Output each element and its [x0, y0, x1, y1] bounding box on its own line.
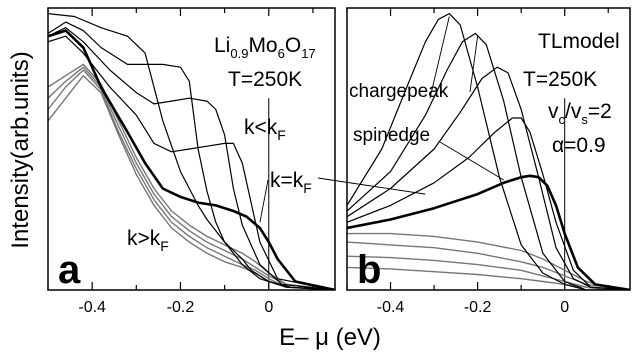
panel-b-x-tick-label: 0 [560, 299, 569, 316]
panel-b-series-line-3 [347, 66, 630, 290]
panel-b-series-line-2 [347, 32, 630, 290]
panel-a-label: a [58, 248, 81, 292]
leader-kf-to-panel-b [317, 177, 426, 195]
panel-a-x-tick-label: -0.2 [167, 299, 195, 316]
x-axis-label: E– μ (eV) [279, 324, 381, 351]
panel-b-x-tick-label: -0.4 [377, 299, 405, 316]
panel-b-title: TLmodel [538, 30, 620, 53]
panel-a-temperature: T=250K [228, 68, 302, 91]
panel-b-series-line-4 [347, 117, 630, 290]
label-k-greater-kf: k>kF [127, 227, 169, 254]
panel-a-series-line-2 [48, 21, 335, 290]
panel-b-series-line-9 [347, 266, 630, 290]
panel-b-temperature: T=250K [523, 68, 597, 91]
panel-b-series-line-5 [347, 174, 630, 290]
panel-b-plot [347, 13, 630, 290]
panel-b: -0.4 -0.2 0 TLmodel T=250K vc/vs=2 α=0.9 c… [346, 7, 631, 316]
panel-a-x-tick-label: 0 [264, 299, 273, 316]
panel-b-label: b [357, 248, 381, 292]
panel-b-series-line-1 [347, 13, 630, 290]
panel-a-series-line-5 [48, 29, 335, 290]
panel-b-ticks: -0.4 -0.2 0 [346, 8, 609, 316]
spin-edge-label: spinedge [353, 125, 430, 146]
panel-a-series-line-3 [48, 27, 335, 290]
charge-peak-label: chargepeak [349, 81, 449, 102]
panel-a-title: Li0.9Mo6O17 [214, 34, 316, 61]
leader-charge-peak [429, 16, 450, 99]
label-k-less-kf: k<kF [244, 116, 286, 143]
panel-a-frame [47, 7, 336, 291]
leader-charge-peak-2 [469, 36, 479, 93]
panel-a-series-line-8 [48, 69, 335, 290]
panel-a-series-line-1 [48, 13, 335, 290]
y-axis-label: Intensity(arb.units) [7, 51, 34, 248]
panel-b-frame [346, 7, 631, 291]
leader-kf-to-panel-a [259, 179, 269, 223]
panel-b-series-line-6 [347, 232, 630, 290]
panel-a-series-line-4 [48, 35, 335, 290]
panel-a-ticks: -0.4 -0.2 0 [47, 8, 314, 316]
panel-b-velocity-ratio: vc/vs=2 [548, 100, 612, 127]
panel-a-series-line-6 [48, 63, 335, 290]
panel-b-alpha: α=0.9 [552, 134, 606, 157]
panel-a-x-tick-label: -0.4 [78, 299, 106, 316]
label-k-equal-kf: k=kF [270, 169, 312, 196]
panel-a: -0.4 -0.2 0 Li0.9Mo6O17 T=250K k<kF k=kF k… [47, 7, 336, 316]
leader-spin-edge [439, 141, 504, 181]
panel-a-plot [48, 13, 335, 290]
panel-a-series-line-7 [48, 66, 335, 290]
panel-b-x-tick-label: -0.2 [464, 299, 492, 316]
